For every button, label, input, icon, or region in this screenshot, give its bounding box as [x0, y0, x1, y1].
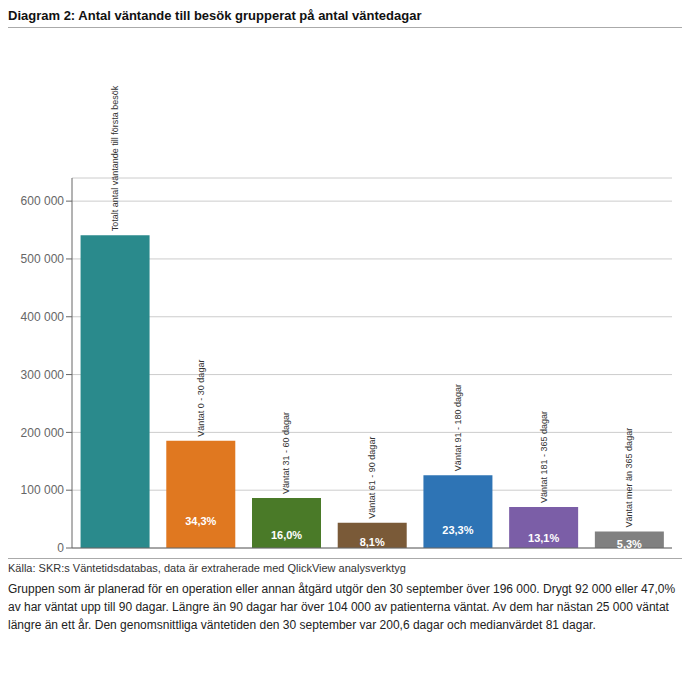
svg-text:Väntat 91 - 180 dagar: Väntat 91 - 180 dagar: [453, 384, 463, 471]
svg-text:200 000: 200 000: [21, 426, 65, 440]
svg-text:Väntat 31 - 60 dagar: Väntat 31 - 60 dagar: [282, 412, 292, 494]
html-text:Källa: SKR:s Väntetidsdatabas,: Källa: SKR:s Väntetidsdatabas, data är e…: [8, 562, 406, 574]
svg-text:100 000: 100 000: [21, 483, 65, 497]
svg-text:23,3%: 23,3%: [442, 524, 473, 536]
html-text:Gruppen som är planerad för en: Gruppen som är planerad för en operation…: [8, 582, 676, 632]
svg-text:Väntat 0 - 30 dagar: Väntat 0 - 30 dagar: [196, 360, 206, 437]
svg-text:16,0%: 16,0%: [271, 529, 302, 541]
svg-text:5,3%: 5,3%: [617, 538, 642, 550]
svg-text:34,3%: 34,3%: [185, 515, 216, 527]
svg-text:0: 0: [57, 541, 64, 555]
svg-text:600 000: 600 000: [21, 194, 65, 208]
svg-text:Väntat 61 - 90 dagar: Väntat 61 - 90 dagar: [367, 437, 377, 519]
svg-text:500 000: 500 000: [21, 252, 65, 266]
svg-text:13,1%: 13,1%: [528, 532, 559, 544]
html-text:Diagram 2: Antal väntande till: Diagram 2: Antal väntande till besök gru…: [8, 8, 422, 23]
svg-text:300 000: 300 000: [21, 368, 65, 382]
svg-text:Totalt antal väntande till för: Totalt antal väntande till första besök: [110, 85, 120, 231]
svg-text:Väntat 181 - 365 dagar: Väntat 181 - 365 dagar: [539, 411, 549, 503]
svg-text:400 000: 400 000: [21, 310, 65, 324]
svg-text:8,1%: 8,1%: [360, 536, 385, 548]
svg-text:Väntat mer än 365 dagar: Väntat mer än 365 dagar: [624, 428, 634, 528]
